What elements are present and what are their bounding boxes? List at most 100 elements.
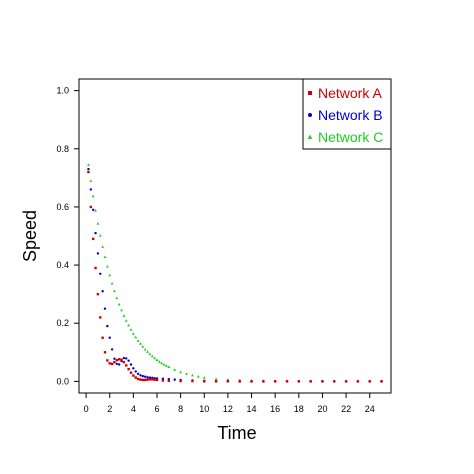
series-layer: [87, 163, 383, 383]
data-point: [136, 377, 140, 381]
data-point: [285, 380, 289, 383]
data-point: [214, 377, 218, 380]
legend-markers: [307, 91, 313, 139]
data-point: [117, 358, 121, 361]
data-point: [273, 380, 277, 383]
data-point: [162, 363, 166, 366]
data-point: [150, 354, 154, 358]
data-point: [117, 302, 121, 306]
data-point: [129, 371, 133, 374]
data-point: [96, 222, 100, 225]
data-point: [89, 179, 93, 182]
data-point: [120, 358, 123, 362]
data-point: [108, 273, 112, 277]
x-tick-label: 24: [365, 404, 375, 414]
data-point: [96, 292, 100, 296]
data-point: [101, 245, 105, 248]
data-point: [173, 368, 177, 371]
data-point: [103, 255, 107, 259]
data-point: [356, 380, 360, 383]
data-point: [94, 266, 97, 270]
data-point: [250, 380, 253, 383]
y-tick-label: 0.4: [56, 260, 69, 270]
data-point: [89, 188, 93, 191]
x-tick-label: 8: [178, 404, 183, 414]
x-tick-label: 6: [154, 404, 159, 414]
data-point: [113, 357, 116, 360]
data-point: [132, 374, 135, 377]
data-point: [226, 380, 230, 383]
data-point: [98, 233, 102, 237]
legend-label-network-a: Network A: [318, 85, 382, 101]
data-point: [179, 370, 183, 374]
data-point: [87, 163, 90, 166]
data-point: [214, 380, 218, 383]
data-point: [368, 380, 371, 383]
x-tick-label: 4: [131, 404, 136, 414]
x-tick-label: 0: [84, 404, 89, 414]
data-point: [344, 380, 348, 383]
data-point: [110, 281, 114, 285]
data-point: [202, 376, 206, 379]
data-point: [105, 265, 109, 268]
data-point: [129, 328, 133, 331]
legend-marker-network-b: [308, 113, 312, 117]
data-point: [115, 296, 119, 300]
data-point: [141, 345, 145, 348]
data-point: [146, 350, 149, 353]
data-point: [167, 365, 171, 368]
series-network-c: [87, 163, 383, 383]
data-point: [113, 360, 116, 364]
data-point: [115, 358, 119, 362]
data-point: [157, 360, 161, 363]
data-point: [103, 307, 107, 310]
data-point: [110, 362, 114, 366]
data-point: [167, 379, 171, 382]
data-point: [101, 290, 104, 293]
data-point: [134, 370, 137, 373]
data-point: [87, 170, 90, 174]
data-point: [309, 380, 312, 383]
data-point: [146, 378, 149, 381]
data-point: [191, 373, 194, 377]
data-point: [125, 357, 128, 360]
data-point: [148, 378, 152, 381]
data-point: [333, 380, 336, 383]
x-axis-title: Time: [217, 423, 256, 443]
data-point: [141, 378, 145, 382]
data-point: [103, 351, 107, 354]
data-point: [146, 376, 149, 379]
data-point: [155, 358, 159, 362]
data-point: [143, 375, 147, 378]
y-tick-label: 0.8: [56, 144, 69, 154]
data-point: [153, 356, 157, 360]
data-point: [165, 364, 168, 367]
data-point: [262, 380, 265, 383]
legend-marker-network-c: [307, 134, 313, 139]
data-point: [380, 380, 383, 383]
data-point: [179, 379, 182, 383]
data-point: [238, 380, 241, 383]
data-point: [191, 379, 194, 383]
x-tick-label: 2: [107, 404, 112, 414]
x-tick-label: 16: [270, 404, 280, 414]
data-point: [134, 376, 137, 379]
legend-box: [302, 78, 392, 150]
data-point: [99, 272, 102, 275]
data-point: [91, 194, 95, 198]
x-tick-label: 10: [199, 404, 209, 414]
legend: Network A Network B Network C: [302, 78, 392, 150]
data-point: [173, 378, 176, 381]
data-point: [321, 380, 324, 383]
x-tick-label: 12: [223, 404, 233, 414]
data-point: [185, 372, 188, 375]
data-point: [143, 347, 147, 351]
data-point: [155, 378, 159, 382]
data-point: [139, 374, 142, 377]
series-network-b: [87, 167, 383, 383]
data-point: [136, 339, 140, 342]
data-point: [139, 378, 142, 381]
data-point: [108, 336, 111, 339]
data-point: [141, 374, 145, 378]
y-tick-label: 0.6: [56, 202, 69, 212]
